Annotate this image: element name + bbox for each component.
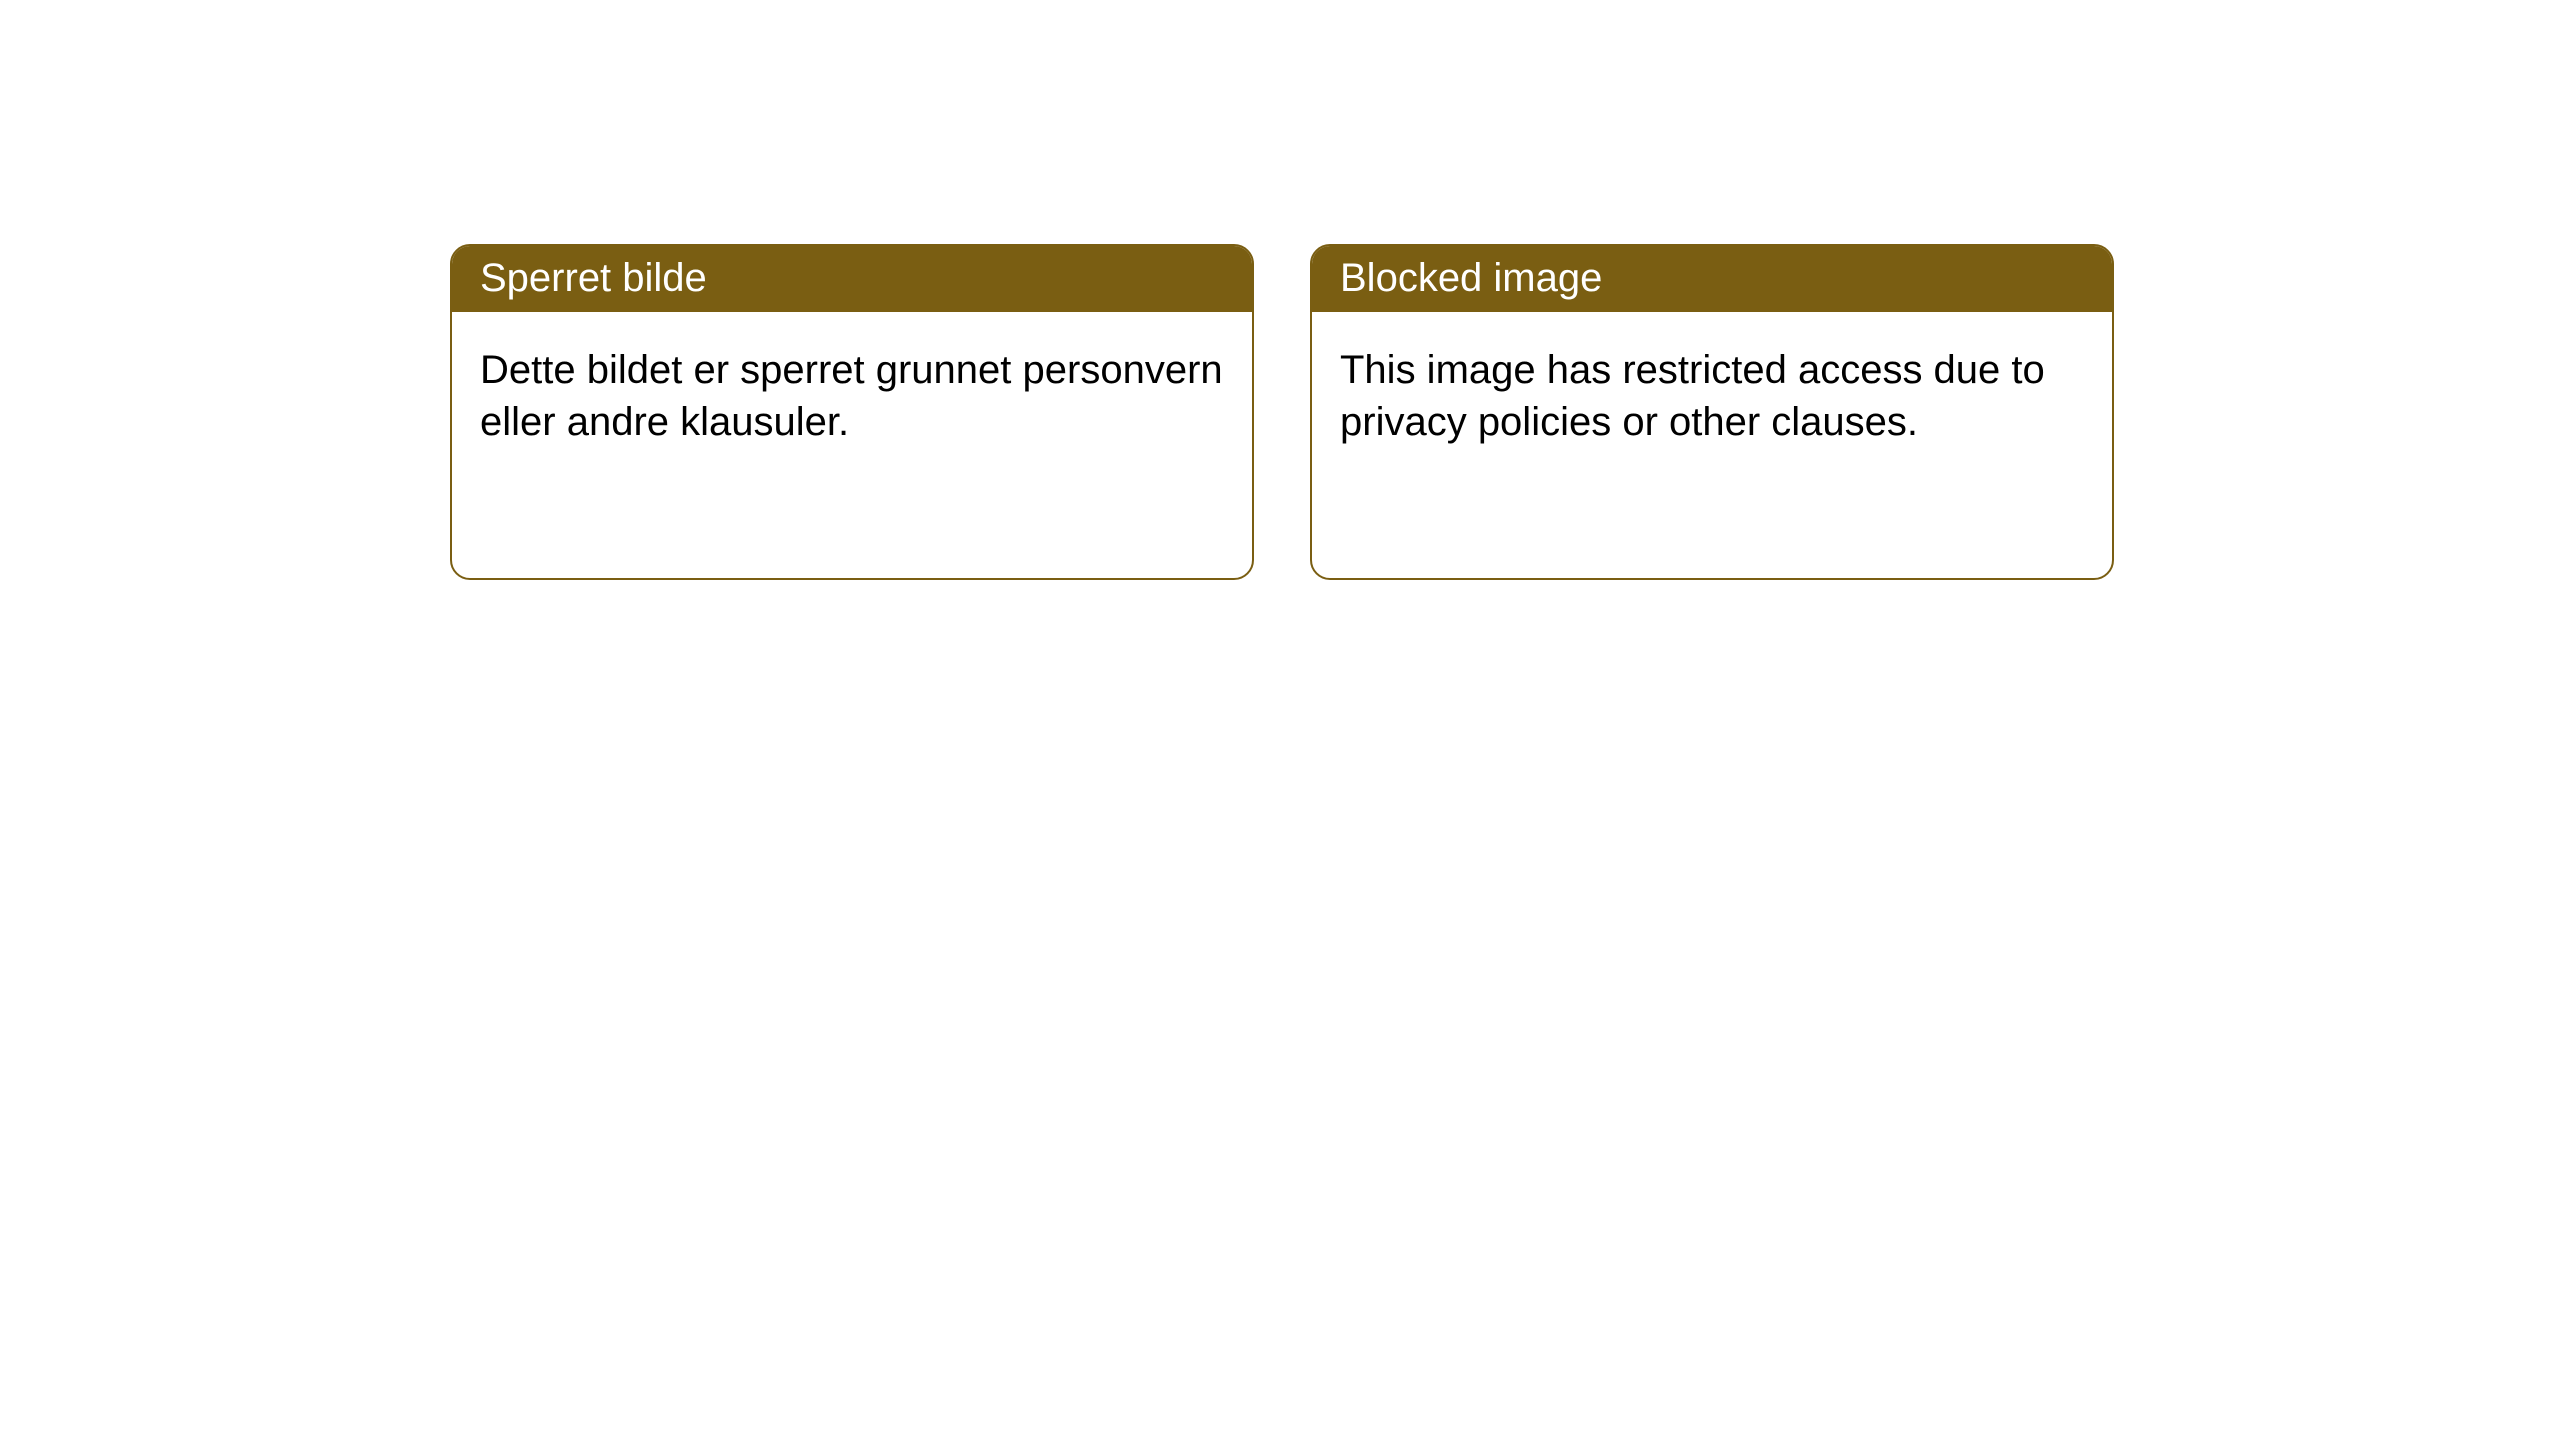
card-body-text: This image has restricted access due to … bbox=[1312, 312, 2112, 480]
card-body-text: Dette bildet er sperret grunnet personve… bbox=[452, 312, 1252, 480]
notice-card-norwegian: Sperret bilde Dette bildet er sperret gr… bbox=[450, 244, 1254, 580]
card-title: Blocked image bbox=[1312, 246, 2112, 312]
card-title: Sperret bilde bbox=[452, 246, 1252, 312]
notice-cards-row: Sperret bilde Dette bildet er sperret gr… bbox=[0, 0, 2560, 580]
notice-card-english: Blocked image This image has restricted … bbox=[1310, 244, 2114, 580]
